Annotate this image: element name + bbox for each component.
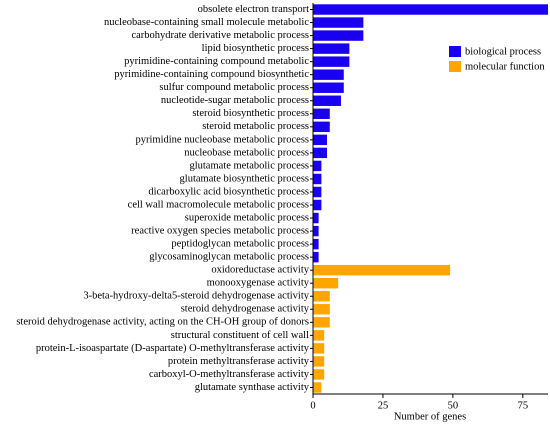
y-tick-label: nucleotide-sugar metabolic process: [161, 95, 309, 106]
y-tick-label: monooxygenase activity: [207, 278, 310, 289]
y-tick-label: glutamate biosynthetic process: [180, 173, 309, 184]
bar: [313, 56, 350, 67]
x-tick-label: 25: [378, 400, 389, 411]
bar: [313, 304, 330, 315]
y-tick-label: steroid metabolic process: [202, 121, 309, 132]
bar: [313, 134, 327, 146]
y-tick-label: superoxide metabolic process: [185, 212, 309, 223]
y-tick-label: cell wall macromolecule metabolic proces…: [128, 199, 309, 210]
y-tick-label: structural constituent of cell wall: [171, 330, 309, 341]
y-tick-label: dicarboxylic acid biosynthetic process: [148, 186, 309, 197]
y-tick-label: glutamate synthase activity: [195, 382, 310, 393]
y-tick-label: steroid dehydrogenase activity, acting o…: [16, 317, 309, 328]
y-tick-label: peptidoglycan metabolic process: [171, 239, 309, 250]
y-tick-label: reactive oxygen species metabolic proces…: [131, 225, 309, 236]
y-tick-label: 3-beta-hydroxy-delta5-steroid dehydrogen…: [83, 291, 309, 302]
y-tick-label: lipid biosynthetic process: [202, 43, 309, 54]
y-tick-label: obsolete electron transport: [198, 4, 309, 15]
bar: [313, 186, 322, 198]
legend-label: biological process: [465, 46, 541, 57]
y-tick-label: carbohydrate derivative metabolic proces…: [131, 30, 309, 41]
legend-label: molecular function: [465, 61, 545, 72]
y-tick-label: glycosaminoglycan metabolic process: [149, 252, 309, 263]
bar: [313, 199, 322, 211]
y-tick-label: pyrimidine-containing compound metabolic: [124, 56, 309, 67]
bar: [313, 147, 327, 159]
y-tick-label: oxidoreductase activity: [211, 265, 309, 276]
y-tick-label: glutamate metabolic process: [189, 160, 309, 171]
x-tick-label: 75: [518, 400, 529, 411]
bar: [313, 17, 364, 28]
legend-swatch: [449, 46, 461, 57]
bar: [313, 43, 350, 54]
y-tick-label: pyrimidine-containing compound biosynthe…: [114, 69, 309, 80]
y-tick-label: steroid biosynthetic process: [192, 108, 309, 119]
bar: [313, 69, 344, 80]
bar: [313, 278, 339, 289]
y-tick-label: sulfur compound metabolic process: [159, 82, 309, 93]
bar: [313, 95, 341, 106]
bar: [313, 251, 319, 263]
bar: [313, 173, 322, 185]
bar: [313, 356, 325, 367]
x-tick-label: 0: [310, 400, 315, 411]
y-tick-label: nucleobase metabolic process: [184, 147, 309, 158]
y-tick-label: carboxyl-O-methyltransferase activity: [149, 369, 310, 380]
bar: [313, 212, 319, 224]
bar: [313, 238, 319, 250]
legend-swatch: [449, 61, 461, 72]
bar: [313, 291, 330, 302]
bar: [313, 4, 548, 15]
y-tick-label: pyrimidine nucleobase metabolic process: [136, 134, 310, 145]
x-tick-label: 50: [448, 400, 459, 411]
y-tick-label: protein methyltransferase activity: [168, 356, 310, 367]
bar: [313, 330, 325, 341]
bar: [313, 264, 451, 276]
bar: [313, 343, 325, 354]
bar: [313, 369, 325, 380]
bar: [313, 382, 322, 393]
y-tick-label: nucleobase-containing small molecule met…: [104, 17, 309, 28]
bar: [313, 317, 330, 328]
bar: [313, 121, 330, 133]
bar: [313, 30, 364, 41]
x-axis-label: Number of genes: [394, 411, 466, 422]
y-tick-label: protein-L-isoaspartate (D-aspartate) O-m…: [36, 343, 310, 354]
bar: [313, 225, 319, 237]
bar: [313, 108, 330, 119]
y-tick-label: steroid dehydrogenase activity: [181, 304, 310, 315]
bar: [313, 82, 344, 93]
bar: [313, 160, 322, 172]
